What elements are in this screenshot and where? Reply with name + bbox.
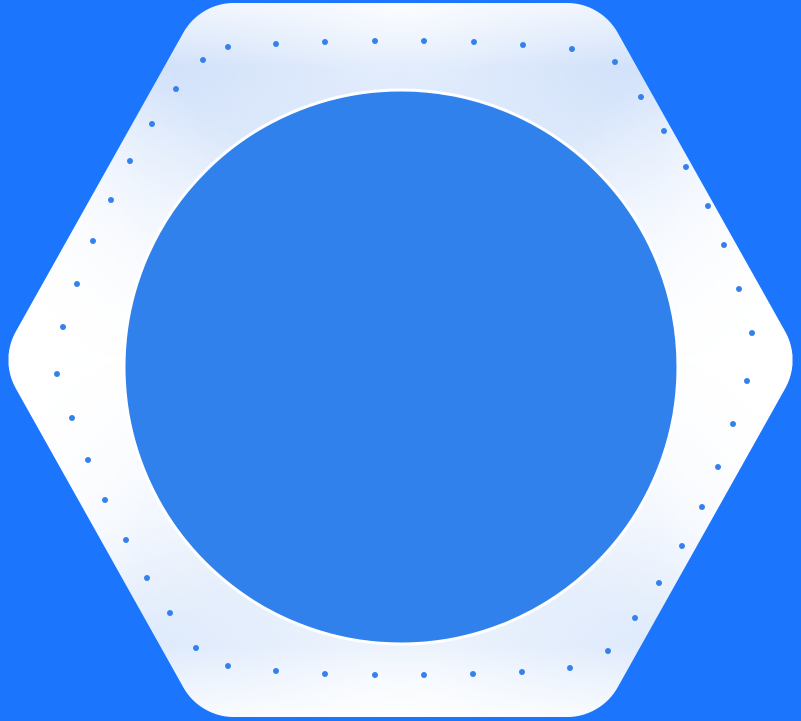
ring-dot xyxy=(705,203,711,209)
ring-dot xyxy=(108,197,114,203)
ring-dot xyxy=(85,457,91,463)
ring-dot xyxy=(149,121,155,127)
ring-dot xyxy=(200,57,206,63)
ring-dot xyxy=(736,286,742,292)
ring-dot xyxy=(612,59,618,65)
ring-dot xyxy=(679,543,685,549)
ring-dot xyxy=(470,671,476,677)
ring-dot xyxy=(225,44,231,50)
ring-dot xyxy=(167,610,173,616)
ring-dot xyxy=(74,281,80,287)
ring-dot xyxy=(273,41,279,47)
ring-dot xyxy=(471,39,477,45)
ring-dot xyxy=(730,421,736,427)
ring-dot xyxy=(421,38,427,44)
ring-dot xyxy=(683,164,689,170)
ring-dot xyxy=(123,537,129,543)
ring-dot xyxy=(90,238,96,244)
ring-dot xyxy=(102,497,108,503)
ring-dot xyxy=(60,324,66,330)
ring-dot xyxy=(699,504,705,510)
ring-dot xyxy=(656,580,662,586)
ring-dot xyxy=(372,38,378,44)
ring-dot xyxy=(144,575,150,581)
ring-dot xyxy=(225,663,231,669)
ring-dot xyxy=(744,378,750,384)
ring-dot xyxy=(421,672,427,678)
dot-ring xyxy=(54,38,755,678)
ring-dot xyxy=(749,330,755,336)
ring-dot xyxy=(605,648,611,654)
ring-dot xyxy=(520,42,526,48)
ring-dot xyxy=(721,242,727,248)
inner-circle xyxy=(122,88,680,646)
ring-dot xyxy=(127,158,133,164)
ring-dot xyxy=(69,415,75,421)
ring-dot xyxy=(567,665,573,671)
ring-dot xyxy=(322,39,328,45)
ring-dot xyxy=(715,464,721,470)
ring-dot xyxy=(173,86,179,92)
ring-dot xyxy=(661,128,667,134)
ring-dot xyxy=(638,94,644,100)
ring-dot xyxy=(569,46,575,52)
ring-dot xyxy=(193,645,199,651)
ring-dot xyxy=(372,672,378,678)
ring-dot xyxy=(273,668,279,674)
ring-dot xyxy=(632,615,638,621)
ring-dot xyxy=(519,669,525,675)
ring-dot xyxy=(322,671,328,677)
ring-dot xyxy=(54,371,60,377)
